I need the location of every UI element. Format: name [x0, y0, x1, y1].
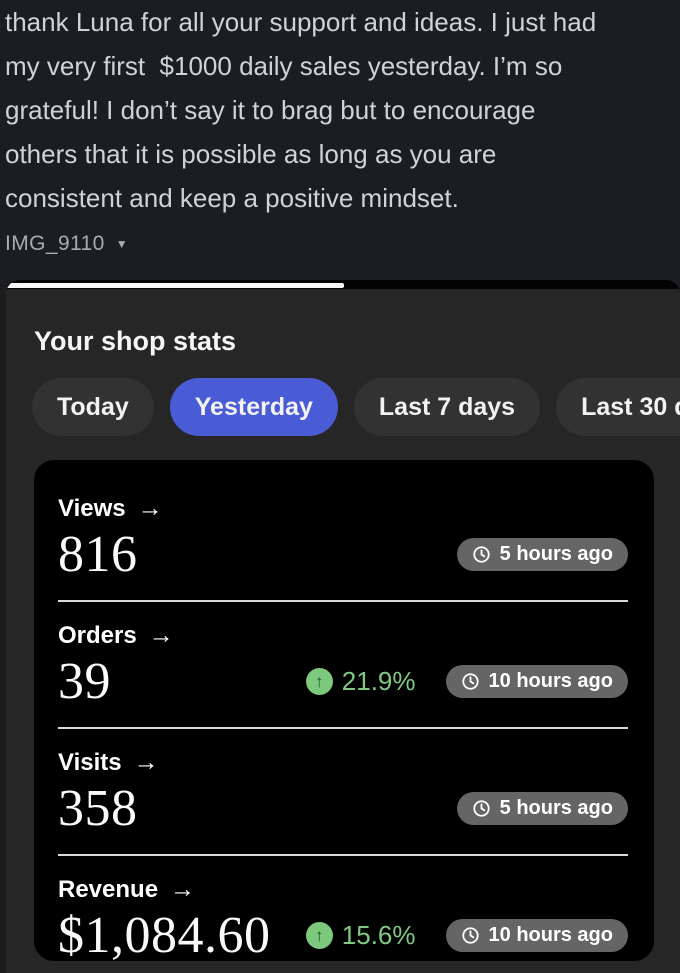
updated-badge: 5 hours ago	[456, 537, 628, 571]
filter-today[interactable]: Today	[32, 378, 154, 436]
filter-last-30-days[interactable]: Last 30 days	[556, 378, 680, 436]
clock-icon	[473, 545, 490, 563]
progress-bar-fill	[6, 283, 345, 288]
visits-link[interactable]: Visits →	[58, 748, 628, 777]
progress-bar	[6, 280, 680, 289]
updated-badge: 10 hours ago	[445, 664, 628, 698]
divider	[58, 600, 628, 602]
message-line: grateful! I don’t say it to brag but to …	[5, 95, 536, 125]
message-line: consistent and keep a positive mindset.	[5, 183, 459, 213]
message-line: thank Luna for all your support and idea…	[5, 7, 597, 37]
stats-card: Views → 816 5 hours ago Orders →	[34, 460, 654, 964]
updated-text: 10 hours ago	[488, 923, 613, 946]
stat-label: Views	[58, 494, 126, 522]
stat-label: Revenue	[58, 875, 159, 903]
updated-text: 10 hours ago	[488, 669, 613, 692]
change-percent: 21.9%	[341, 665, 416, 696]
stat-value: $1,084.60	[58, 906, 271, 964]
stat-row-orders: Orders → 39 ↑ 21.9% 10 hours ago	[58, 621, 628, 710]
stat-value: 816	[58, 525, 138, 583]
stat-value: 358	[58, 779, 138, 837]
updated-text: 5 hours ago	[499, 542, 613, 565]
up-arrow-icon: ↑	[305, 667, 333, 695]
message-text: thank Luna for all your support and idea…	[5, 0, 596, 220]
orders-link[interactable]: Orders →	[58, 621, 628, 650]
stat-value: 39	[58, 652, 111, 710]
stat-label: Visits	[58, 748, 122, 776]
stat-label: Orders	[58, 621, 137, 649]
clock-icon	[461, 926, 479, 944]
stat-row-visits: Visits → 358 5 hours ago	[58, 748, 628, 837]
change-percent: 15.6%	[341, 919, 416, 950]
updated-text: 5 hours ago	[499, 796, 613, 819]
change-indicator: ↑ 15.6%	[305, 919, 416, 951]
shop-stats-screenshot[interactable]: Your shop stats Today Yesterday Last 7 d…	[6, 280, 680, 973]
filter-yesterday[interactable]: Yesterday	[169, 378, 338, 436]
message-line: my very first $1000 daily sales yesterda…	[5, 51, 563, 81]
change-indicator: ↑ 21.9%	[305, 665, 416, 697]
date-filter-group: Today Yesterday Last 7 days Last 30 days	[32, 378, 680, 436]
clock-icon	[461, 672, 479, 690]
arrow-right-icon: →	[133, 748, 159, 776]
revenue-link[interactable]: Revenue →	[58, 875, 628, 904]
arrow-right-icon: →	[137, 494, 163, 522]
attachment-filename: IMG_9110	[5, 231, 105, 255]
stat-row-views: Views → 816 5 hours ago	[58, 494, 628, 583]
divider	[58, 854, 628, 856]
arrow-right-icon: →	[170, 875, 196, 903]
divider	[58, 727, 628, 729]
chevron-down-icon: ▼	[115, 236, 128, 251]
shop-stats-title: Your shop stats	[34, 326, 237, 356]
up-arrow-icon: ↑	[305, 921, 333, 949]
arrow-right-icon: →	[148, 621, 174, 649]
message-line: others that it is possible as long as yo…	[5, 139, 497, 169]
views-link[interactable]: Views →	[58, 494, 628, 523]
clock-icon	[473, 799, 490, 817]
filter-last-7-days[interactable]: Last 7 days	[353, 378, 541, 436]
updated-badge: 10 hours ago	[445, 918, 628, 952]
stat-row-revenue: Revenue → $1,084.60 ↑ 15.6% 10 hours ago	[58, 875, 628, 964]
updated-badge: 5 hours ago	[456, 791, 628, 825]
attachment-toggle[interactable]: IMG_9110 ▼	[5, 230, 128, 257]
